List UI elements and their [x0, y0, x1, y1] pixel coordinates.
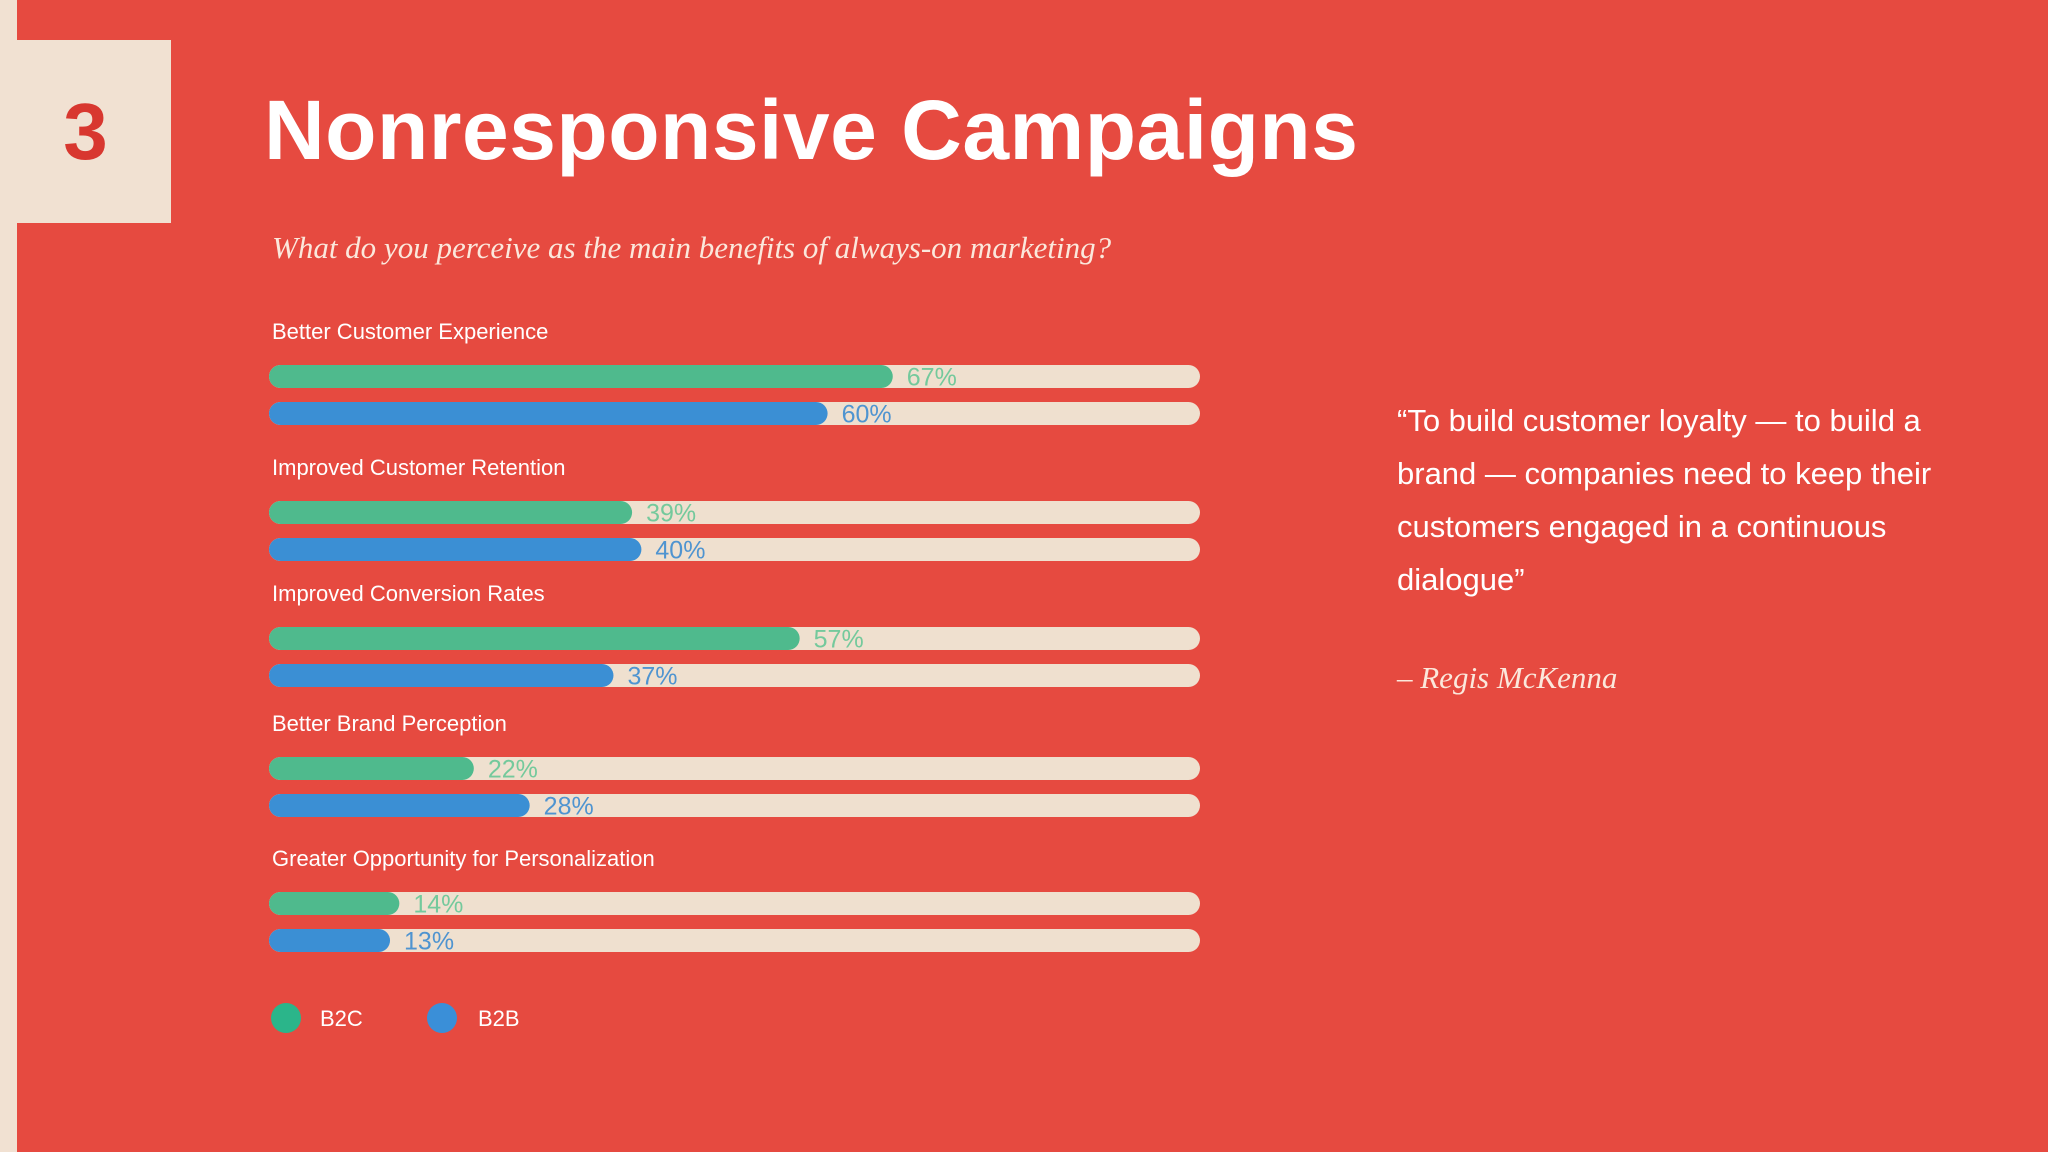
bar-track-b2c	[269, 501, 1200, 524]
quote-text: “To build customer loyalty — to build a …	[1397, 403, 1932, 597]
bar-b2b	[269, 538, 642, 561]
value-label-b2b: 37%	[627, 663, 677, 691]
category-label: Better Customer Experience	[272, 319, 548, 344]
bar-b2b	[269, 794, 530, 817]
bar-b2b	[269, 929, 391, 952]
category-label: Greater Opportunity for Personalization	[272, 846, 655, 871]
quote-attribution: – Regis McKenna	[1397, 660, 1618, 695]
slide-title: Nonresponsive Campaigns	[264, 83, 1359, 177]
value-label-b2b: 28%	[544, 793, 594, 821]
bar-b2c	[269, 365, 893, 388]
slide-number-box: 3	[0, 40, 171, 223]
bar-track-b2c	[269, 627, 1200, 650]
bar-track-b2c	[269, 892, 1200, 915]
bar-track-b2b	[269, 794, 1200, 817]
bar-b2c	[269, 757, 474, 780]
legend-swatch-b2c	[271, 1003, 301, 1033]
legend-label-b2b: B2B	[478, 1006, 520, 1031]
bar-track-b2c	[269, 757, 1200, 780]
value-label-b2c: 14%	[413, 891, 463, 919]
bar-b2b	[269, 402, 828, 425]
left-accent-strip	[0, 0, 17, 1152]
category-label: Better Brand Perception	[272, 711, 507, 736]
bar-b2c	[269, 501, 633, 524]
bar-track-b2c	[269, 365, 1200, 388]
value-label-b2c: 57%	[814, 626, 864, 654]
value-label-b2c: 67%	[907, 364, 957, 392]
bar-track-b2b	[269, 538, 1200, 561]
bar-track-b2b	[269, 664, 1200, 687]
value-label-b2b: 40%	[655, 537, 705, 565]
bar-track-b2b	[269, 929, 1200, 952]
survey-question: What do you perceive as the main benefit…	[272, 230, 1112, 265]
bar-track-b2b	[269, 402, 1200, 425]
legend-swatch-b2b	[427, 1003, 457, 1033]
category-label: Improved Customer Retention	[272, 455, 565, 480]
bar-b2b	[269, 664, 614, 687]
bar-b2c	[269, 627, 800, 650]
slide-number: 3	[63, 86, 108, 176]
category-label: Improved Conversion Rates	[272, 581, 545, 606]
value-label-b2b: 60%	[842, 401, 892, 429]
value-label-b2c: 22%	[488, 756, 538, 784]
value-label-b2c: 39%	[646, 500, 696, 528]
legend-label-b2c: B2C	[320, 1006, 363, 1031]
bar-b2c	[269, 892, 400, 915]
value-label-b2b: 13%	[404, 928, 454, 956]
